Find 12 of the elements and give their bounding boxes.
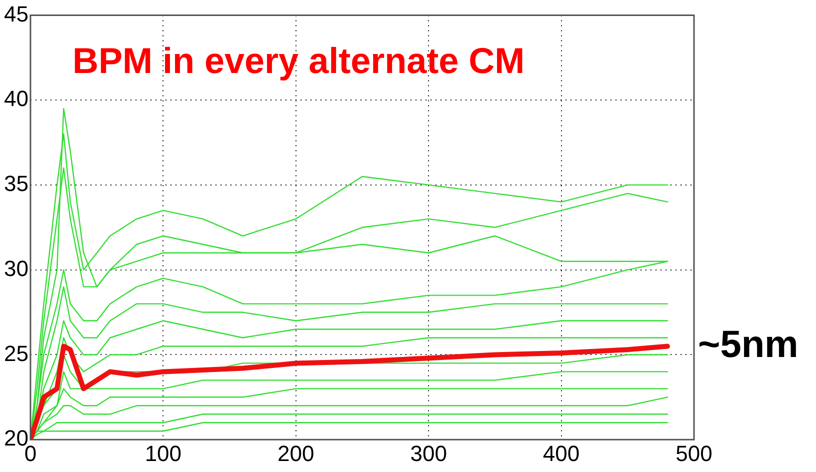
y-tick-label: 45 [4,1,28,26]
x-tick-label: 200 [278,440,314,466]
x-tick-label: 400 [542,440,580,466]
x-tick-label: 300 [410,440,447,466]
x-tick-label: 100 [144,440,182,466]
y-tick-label: 40 [4,86,28,112]
y-tick-label: 35 [4,171,28,196]
text: BPM in every alternate CM [72,40,525,82]
y-tick-label: 25 [4,340,28,366]
text: ~5nm [698,324,798,366]
x-tick-label: 500 [676,440,712,466]
y-tick-label: 30 [4,256,28,281]
